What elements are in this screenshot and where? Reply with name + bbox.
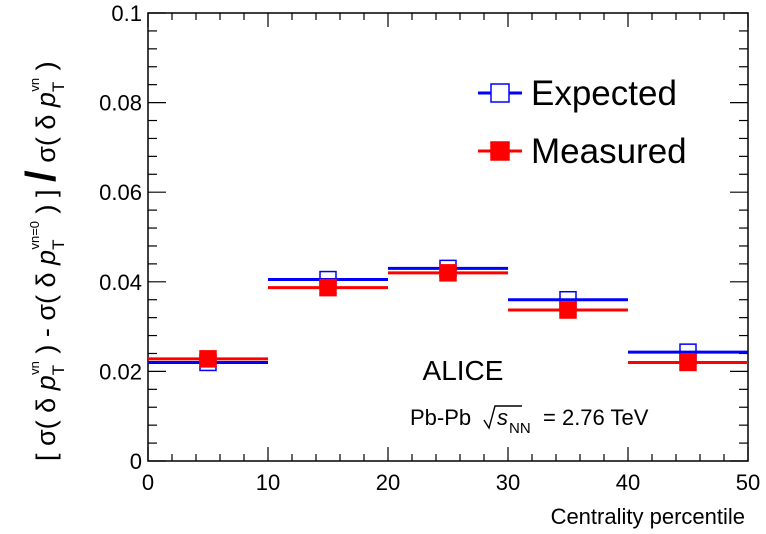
x-tick-label: 50 [736,470,760,495]
measured-point [679,353,697,372]
measured-point [199,350,217,368]
y-tick-label: 0.06 [99,180,142,205]
system-label: Pb-Pb [410,405,471,430]
series-measured [148,264,748,372]
x-tick-label: 40 [616,470,640,495]
plot-frame [147,12,749,462]
energy-subscript: NN [509,420,531,437]
x-tick-label: 0 [142,470,154,495]
measured-point [439,264,457,282]
legend-measured-marker [490,141,510,161]
legend-item-expected: Expected [478,74,677,113]
x-tick-label: 10 [256,470,280,495]
y-tick-label: 0.1 [111,1,142,26]
measured-point [319,278,337,297]
y-axis-label: [ σ( δ pTvn ) - σ( δ pTvn=0 ) ] / σ( δ p… [17,61,68,461]
energy-value: = 2.76 TeV [543,405,649,430]
legend-expected-label: Expected [531,74,677,113]
axis-ticks [147,12,749,462]
legend-measured-label: Measured [531,132,687,171]
legend-expected-marker [490,83,510,103]
collision-system-label: Pb-Pb s NN = 2.76 TeV [410,405,649,437]
sqrt-symbol [483,405,522,430]
measured-point [559,301,577,319]
energy-variable: s [497,405,508,430]
series-layer [148,259,748,372]
x-axis-label: Centrality percentile [551,504,745,529]
x-tick-label: 20 [376,470,400,495]
y-tick-label: 0.04 [99,270,142,295]
legend-item-measured: Measured [478,132,687,171]
y-axis-label-text: [ σ( δ pTvn ) - σ( δ pTvn=0 ) ] / σ( δ p… [17,61,68,461]
y-tick-labels: 0 0.02 0.04 0.06 0.08 0.1 [99,1,142,474]
y-tick-label: 0.02 [99,359,142,384]
experiment-label: ALICE [423,355,504,386]
x-tick-label: 30 [496,470,520,495]
y-tick-label: 0 [130,449,142,474]
x-tick-labels: 0 10 20 30 40 50 [142,470,760,495]
y-tick-label: 0.08 [99,91,142,116]
legend: Expected Measured [478,74,687,171]
